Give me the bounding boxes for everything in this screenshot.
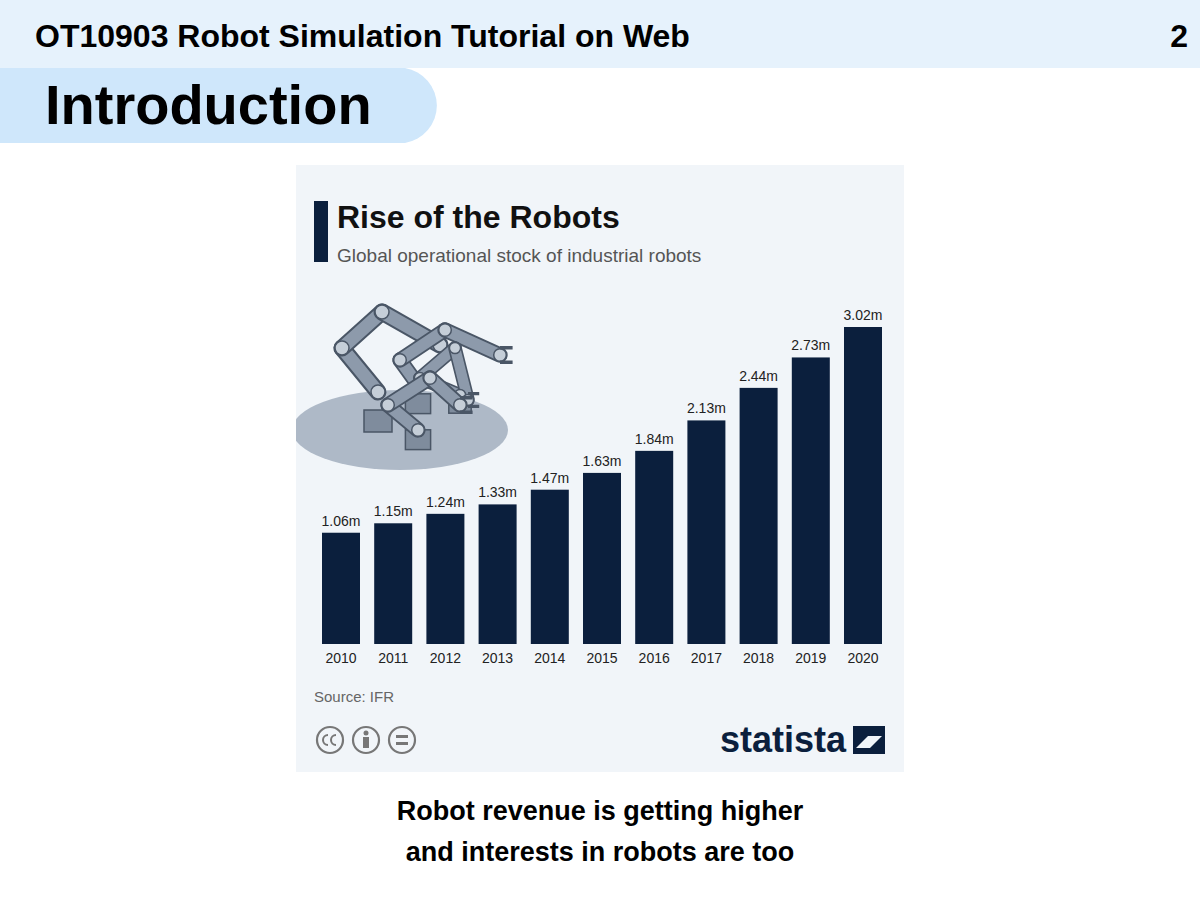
arm-joint <box>424 372 437 385</box>
bar <box>844 327 882 644</box>
caption-line: Robot revenue is getting higher <box>397 796 804 826</box>
data-label: 2.13m <box>687 400 726 416</box>
bar <box>635 451 673 644</box>
arm-joint <box>412 424 425 437</box>
data-label: 1.33m <box>478 484 517 500</box>
data-label: 3.02m <box>844 307 883 323</box>
x-tick-label: 2016 <box>639 650 670 666</box>
page-number: 2 <box>1170 18 1188 54</box>
arm-link-outline <box>342 348 378 392</box>
arm-joint <box>375 305 389 319</box>
header-title: OT10903 Robot Simulation Tutorial on Web <box>35 18 690 54</box>
section-tab <box>0 68 437 143</box>
bar <box>583 473 621 644</box>
arm-gripper <box>460 398 473 412</box>
bar <box>531 490 569 644</box>
slide-root: OT10903 Robot Simulation Tutorial on Web… <box>0 0 1200 900</box>
x-tick-label: 2019 <box>795 650 826 666</box>
arm-joint <box>382 399 395 412</box>
brand-logo-mark <box>853 726 885 754</box>
bar <box>792 357 830 644</box>
labels: 1.06m 2010 1.15m 2011 1.24m 2012 1.33m 2013 1.47… <box>322 307 883 666</box>
bar <box>687 420 725 644</box>
title-accent <box>314 201 328 262</box>
license-icon <box>353 727 379 753</box>
bar <box>374 523 412 644</box>
x-tick-label: 2011 <box>378 650 408 666</box>
chart-panel: Rise of the Robots Global operational sto… <box>292 165 904 772</box>
x-tick-label: 2018 <box>743 650 774 666</box>
arm-link-outline <box>445 330 500 355</box>
robot-arm <box>382 372 473 450</box>
icon-glyph <box>323 735 336 745</box>
arm-link <box>445 330 500 355</box>
robot-arm <box>394 324 513 414</box>
robot-arm <box>335 305 454 432</box>
bar <box>740 388 778 644</box>
arm-joint <box>394 354 407 367</box>
x-tick-label: 2017 <box>691 650 722 666</box>
brand-logo-text: statista <box>720 719 847 760</box>
arm-joint <box>439 324 452 337</box>
arm-joint <box>371 385 385 399</box>
slide-canvas: OT10903 Robot Simulation Tutorial on Web… <box>0 0 1200 900</box>
icon-glyph <box>364 731 369 736</box>
x-tick-label: 2013 <box>482 650 513 666</box>
license-icon <box>389 727 415 753</box>
data-label: 1.15m <box>374 503 413 519</box>
arm-link <box>342 348 378 392</box>
arm-joint <box>494 349 507 362</box>
icon-glyph <box>363 737 369 748</box>
x-tick-label: 2010 <box>325 650 356 666</box>
x-tick-label: 2015 <box>586 650 617 666</box>
x-tick-label: 2020 <box>847 650 878 666</box>
data-label: 2.73m <box>791 337 830 353</box>
arm-joint <box>449 342 460 353</box>
caption-line: and interests in robots are too <box>406 837 795 867</box>
data-label: 1.47m <box>530 470 569 486</box>
chart-title: Rise of the Robots <box>337 199 620 235</box>
bar <box>426 514 464 644</box>
arm-joint <box>335 341 349 355</box>
license-icons <box>317 727 415 753</box>
license-icon <box>317 727 343 753</box>
bar <box>479 504 517 644</box>
icon-glyph <box>396 742 408 745</box>
arm-joint <box>454 399 467 412</box>
chart-subtitle: Global operational stock of industrial r… <box>337 245 701 266</box>
robot-arm <box>414 342 479 413</box>
source-note: Source: IFR <box>314 688 394 705</box>
arm-gripper <box>468 394 479 407</box>
data-label: 1.06m <box>322 513 361 529</box>
data-label: 1.24m <box>426 494 465 510</box>
header-band <box>0 0 1200 68</box>
brand-logo-mark-cut <box>856 736 882 748</box>
x-tick-label: 2014 <box>534 650 565 666</box>
x-tick-label: 2012 <box>430 650 461 666</box>
bars <box>322 327 882 644</box>
bar <box>322 533 360 644</box>
icon-glyph <box>396 735 408 738</box>
data-label: 2.44m <box>739 368 778 384</box>
section-title: Introduction <box>45 73 372 136</box>
arm-gripper <box>500 348 513 362</box>
robot-illustration <box>296 305 513 470</box>
data-label: 1.63m <box>583 453 622 469</box>
data-label: 1.84m <box>635 431 674 447</box>
